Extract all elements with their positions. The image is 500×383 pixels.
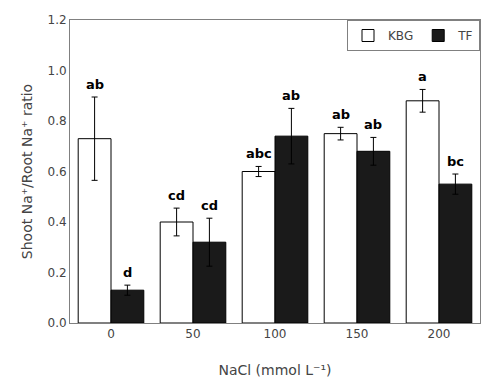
svg-text:0.2: 0.2	[48, 266, 67, 280]
svg-text:ab: ab	[282, 88, 300, 103]
svg-text:ab: ab	[86, 77, 104, 92]
svg-text:0.6: 0.6	[48, 165, 67, 179]
svg-text:cd: cd	[201, 198, 218, 213]
svg-text:d: d	[123, 265, 132, 280]
svg-text:cd: cd	[168, 188, 185, 203]
svg-text:TF: TF	[457, 29, 472, 43]
svg-text:abc: abc	[246, 146, 272, 161]
svg-text:a: a	[418, 69, 427, 84]
svg-text:0.0: 0.0	[48, 316, 67, 330]
svg-text:Shoot Na⁺/Root Na⁺ ratio: Shoot Na⁺/Root Na⁺ ratio	[19, 84, 35, 259]
svg-text:100: 100	[264, 327, 287, 341]
svg-text:ab: ab	[332, 107, 350, 122]
svg-text:1.0: 1.0	[48, 64, 67, 78]
svg-text:150: 150	[346, 327, 369, 341]
svg-text:1.2: 1.2	[48, 13, 67, 27]
svg-text:50: 50	[185, 327, 200, 341]
svg-text:200: 200	[428, 327, 451, 341]
svg-text:NaCl (mmol L⁻¹): NaCl (mmol L⁻¹)	[218, 362, 331, 378]
svg-text:0.8: 0.8	[48, 114, 67, 128]
svg-text:0: 0	[107, 327, 115, 341]
svg-text:bc: bc	[447, 154, 464, 169]
svg-text:0.4: 0.4	[48, 215, 67, 229]
svg-text:ab: ab	[364, 117, 382, 132]
svg-text:KBG: KBG	[388, 29, 413, 43]
